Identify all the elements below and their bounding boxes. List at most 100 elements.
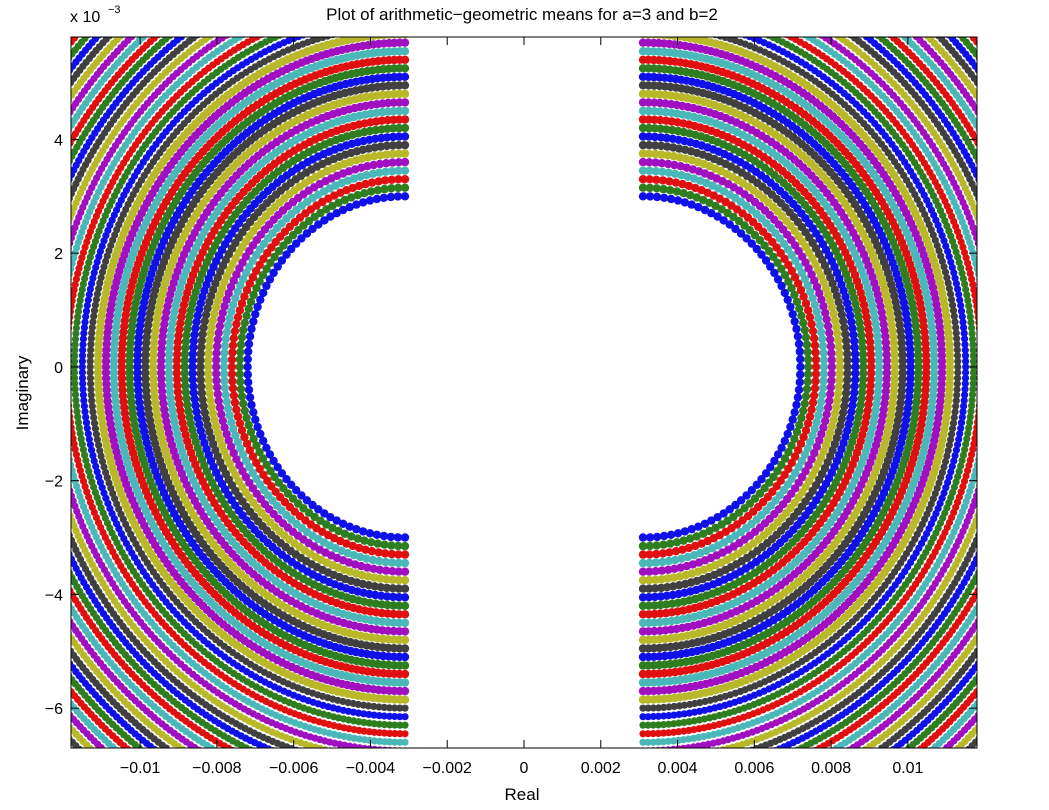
data-point xyxy=(269,268,278,278)
data-point xyxy=(836,304,845,313)
data-point xyxy=(792,427,802,437)
data-point xyxy=(657,150,666,159)
data-point xyxy=(652,549,661,559)
data-point xyxy=(683,172,692,181)
data-point xyxy=(400,149,410,158)
data-point xyxy=(287,480,296,489)
data-point xyxy=(249,290,258,300)
data-point xyxy=(388,141,398,150)
data-point xyxy=(229,300,238,310)
data-point xyxy=(400,132,410,141)
data-point xyxy=(258,454,268,463)
data-point xyxy=(810,424,819,434)
data-point xyxy=(199,401,208,411)
data-point xyxy=(375,565,384,574)
data-point xyxy=(358,527,368,536)
data-point xyxy=(353,191,362,200)
data-point xyxy=(365,529,375,538)
data-point xyxy=(780,470,789,480)
data-point xyxy=(388,149,397,159)
data-point xyxy=(249,408,258,417)
data-point xyxy=(270,252,279,262)
data-point xyxy=(235,355,245,364)
data-point xyxy=(803,281,812,290)
data-point xyxy=(248,452,258,461)
data-point xyxy=(282,475,291,484)
data-point xyxy=(387,549,396,559)
data-point xyxy=(347,532,356,541)
data-point xyxy=(282,250,291,259)
data-point xyxy=(372,194,382,204)
data-point xyxy=(240,292,249,301)
data-point xyxy=(196,369,205,378)
data-point xyxy=(212,349,221,358)
data-point xyxy=(761,469,771,478)
data-point xyxy=(795,304,804,313)
data-point xyxy=(815,321,825,330)
data-point xyxy=(796,355,805,364)
data-point xyxy=(819,369,829,379)
data-point xyxy=(808,431,817,440)
data-point xyxy=(400,38,410,47)
data-point xyxy=(842,336,851,345)
data-point xyxy=(227,355,237,364)
data-point xyxy=(842,382,851,391)
y-exponent-power: −3 xyxy=(108,4,121,16)
data-point xyxy=(400,576,410,585)
data-point xyxy=(826,342,836,351)
data-point xyxy=(387,541,396,550)
data-point xyxy=(794,339,804,349)
data-point xyxy=(252,458,261,467)
data-point xyxy=(822,410,831,419)
data-point xyxy=(795,347,804,356)
data-point xyxy=(797,311,806,320)
data-point xyxy=(270,472,279,482)
data-point xyxy=(400,55,410,64)
data-point xyxy=(792,324,801,334)
data-point xyxy=(686,534,695,543)
data-point xyxy=(818,341,828,351)
data-point xyxy=(766,463,775,472)
data-point xyxy=(665,177,674,186)
data-point xyxy=(827,422,837,431)
data-point xyxy=(638,115,648,124)
data-point xyxy=(825,296,835,306)
data-point xyxy=(787,284,796,293)
data-point xyxy=(356,172,365,181)
data-point xyxy=(266,258,275,267)
data-point xyxy=(657,159,667,168)
data-point xyxy=(205,336,214,345)
data-point xyxy=(400,47,410,56)
data-point xyxy=(259,436,268,446)
data-point xyxy=(818,390,827,399)
data-point xyxy=(251,310,260,319)
data-point xyxy=(638,175,648,184)
data-point xyxy=(210,309,219,319)
data-point xyxy=(645,175,654,184)
data-point xyxy=(354,543,364,553)
data-point xyxy=(400,192,410,201)
data-point xyxy=(236,340,246,349)
data-point xyxy=(220,348,229,358)
data-point xyxy=(736,229,746,238)
data-point xyxy=(821,416,830,426)
data-point xyxy=(320,216,329,225)
data-point xyxy=(297,491,306,500)
data-point xyxy=(240,432,249,442)
data-point xyxy=(204,342,214,351)
data-point xyxy=(783,295,792,304)
data-point xyxy=(328,201,337,211)
data-point xyxy=(691,541,700,551)
data-point xyxy=(677,171,686,180)
data-point xyxy=(652,532,662,542)
data-point xyxy=(253,422,262,432)
data-point xyxy=(220,383,230,393)
data-point xyxy=(219,362,229,372)
data-point xyxy=(247,324,256,334)
data-point xyxy=(717,205,726,214)
data-point xyxy=(375,159,384,169)
data-point xyxy=(381,159,391,168)
data-point xyxy=(809,391,819,400)
data-point xyxy=(222,397,232,406)
